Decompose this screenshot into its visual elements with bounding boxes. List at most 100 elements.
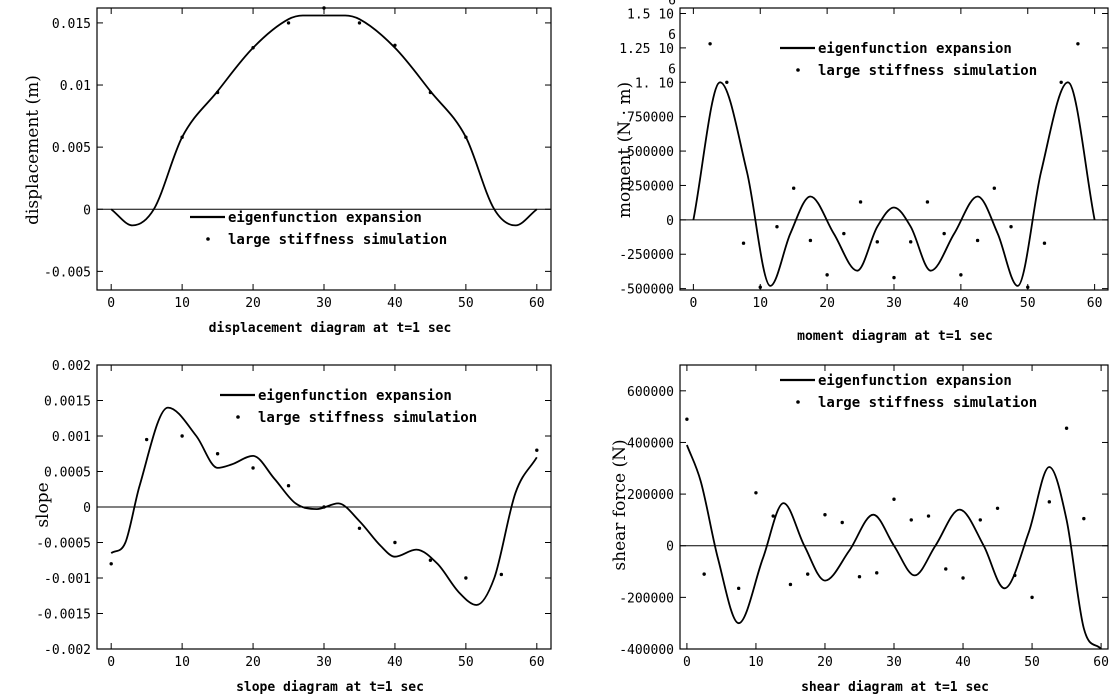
series-point-simulation [1013,573,1017,578]
legend-label-line: eigenfunction expansion [818,41,1012,57]
series-point-simulation [1042,241,1047,245]
series-point-simulation [428,558,433,562]
series-point-simulation [685,417,689,421]
y-tick-label: 1.5 10 [627,8,674,23]
x-tick-label: 30 [886,655,902,670]
y-tick-label: 0.0015 [44,395,91,410]
shear-panel: 0 10 20 30 40 50 60 -400000 -200000 0 200000 400000… [610,364,1109,695]
x-tick-label: 20 [817,655,833,670]
series-point-simulation [892,275,896,280]
y-tick-label: 0.01 [60,79,91,94]
y-tick-label: 0 [666,540,674,555]
x-tick-label: 60 [529,296,545,311]
x-tick-label: 40 [387,296,403,311]
y-tick-label: 250000 [627,179,674,194]
y-tick-exponent: 6 [668,28,676,43]
series-point-simulation [1076,42,1080,46]
series-point-simulation [842,231,846,236]
x-tick-label: 10 [174,655,190,670]
series-point-simulation [286,484,291,488]
series-point-simulation [1059,80,1063,84]
series-point-simulation [1064,426,1069,430]
series-point-simulation [1030,595,1034,600]
series-point-simulation [357,21,362,25]
series-point-simulation [823,513,827,517]
x-tick-label: 20 [819,296,835,311]
series-point-simulation [771,514,775,518]
series-point-simulation [1047,500,1052,504]
series-point-simulation [708,42,712,46]
legend: eigenfunction expansion large stiffness s… [220,388,477,426]
series-point-simulation [825,273,829,277]
y-tick-label: -250000 [619,248,674,263]
y-tick-label: 1. 10 [635,76,674,91]
y-tick-label: -200000 [619,591,674,606]
y-axis-label: shear force (N) [610,439,630,570]
y-tick-label: 400000 [627,436,674,451]
y-tick-label: 1.25 10 [619,42,674,57]
y-tick-label: 200000 [627,488,674,503]
series-point-simulation [857,575,862,579]
legend-dot-swatch [796,68,800,72]
x-tick-label: 40 [387,655,403,670]
x-tick-label: 30 [316,655,332,670]
series-point-simulation [251,46,255,50]
y-tick-label: 0.005 [52,141,91,156]
series-point-simulation [215,90,220,95]
x-tick-label: 20 [245,655,261,670]
legend: eigenfunction expansion large stiffness s… [780,373,1037,411]
series-point-simulation [926,514,931,518]
series-point-simulation [286,21,291,25]
series-line-eigenfunction [686,444,1102,650]
series-point-simulation [754,491,758,495]
y-tick-label: 0.015 [52,17,91,32]
y-tick-label: 0.002 [52,359,91,374]
series-point-simulation [357,526,362,530]
series-point-simulation [775,225,779,229]
x-tick-label: 60 [1093,655,1109,670]
series-point-simulation [1026,285,1030,289]
y-tick-label: 750000 [627,111,674,126]
y-tick-label: 0.0005 [44,466,91,481]
y-tick-exponent: 6 [668,0,676,9]
series-point-simulation [464,135,468,139]
series-point-simulation [215,452,220,456]
series-line-eigenfunction [110,406,538,606]
series-point-simulation [464,576,468,580]
series-point-simulation [875,240,879,244]
y-tick-label: 0 [666,214,674,229]
displacement-panel: 0 10 20 30 40 50 60 -0.005 0 0.005 0.01 0.015 displa… [23,6,552,336]
x-tick-label: 50 [458,655,474,670]
series-point-simulation [840,520,844,525]
x-tick-label: 60 [1087,296,1103,311]
y-axis-label: slope [33,482,53,527]
x-tick-label: 40 [953,296,969,311]
series-line-eigenfunction [692,81,1096,287]
series-point-simulation [499,572,504,577]
series-point-simulation [393,540,397,545]
chart-caption: shear diagram at t=1 sec [801,680,989,695]
series-point-simulation [944,567,948,571]
x-tick-label: 0 [107,655,115,670]
series-point-simulation [428,90,433,95]
x-tick-label: 30 [886,296,902,311]
y-tick-label: -0.0005 [36,537,91,552]
x-tick-label: 30 [316,296,332,311]
series-point-simulation [961,576,965,580]
x-tick-label: 50 [458,296,474,311]
y-axis-label: moment (N · m) [615,82,635,218]
series-point-simulation [725,80,729,84]
legend: eigenfunction expansion large stiffness s… [780,41,1037,79]
series-point-simulation [925,200,930,204]
series-point-simulation [180,434,184,438]
legend-label-dots: large stiffness simulation [228,232,447,248]
y-tick-label: -0.005 [44,265,91,280]
series-point-simulation [322,505,326,509]
series-point-simulation [535,448,539,452]
series-point-simulation [791,186,796,190]
series-point-simulation [995,506,1000,510]
series-point-simulation [702,572,706,576]
legend-label-dots: large stiffness simulation [258,410,477,426]
series-point-simulation [109,562,113,566]
x-tick-label: 60 [529,655,545,670]
